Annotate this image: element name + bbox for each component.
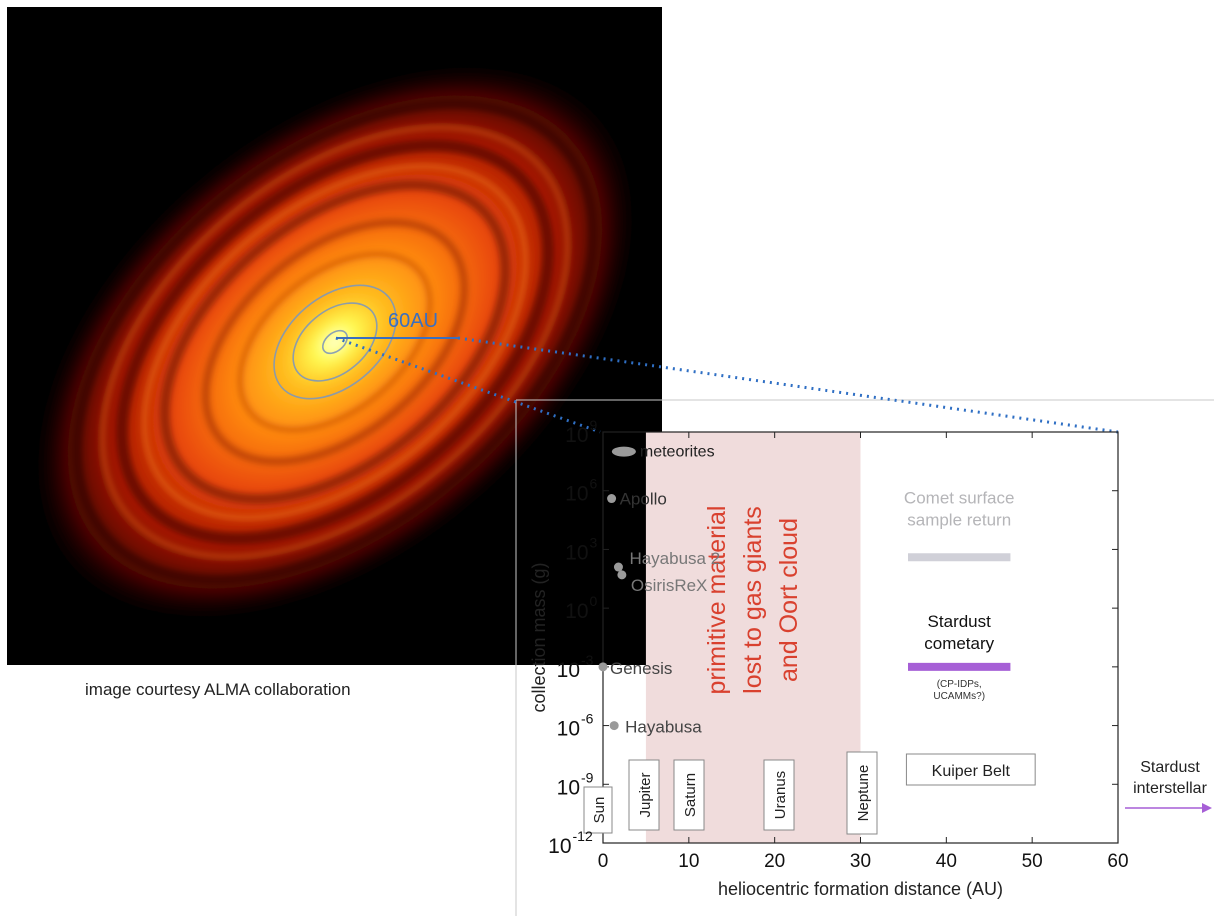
zoom-connector-lower bbox=[335, 336, 601, 434]
planet-label: Uranus bbox=[772, 771, 789, 819]
interstellar-arrow-head bbox=[1202, 803, 1212, 813]
disk-60au-label: 60AU bbox=[388, 310, 438, 332]
protoplanetary-disk-image bbox=[7, 7, 662, 665]
point-meteorites bbox=[611, 446, 636, 457]
region-text-line: and Oort cloud bbox=[775, 518, 803, 682]
bar-label: Stardust bbox=[928, 612, 992, 631]
y-tick-exponent: -6 bbox=[581, 711, 594, 727]
planet-label: Sun bbox=[591, 797, 608, 824]
interstellar-label: Stardust bbox=[1140, 759, 1200, 776]
zoom-connector-upper bbox=[457, 336, 1119, 434]
x-tick-label: 30 bbox=[850, 851, 871, 872]
point-genesis bbox=[598, 662, 608, 672]
bar-label: Comet surface bbox=[904, 488, 1015, 507]
y-tick-exponent: 6 bbox=[590, 476, 598, 492]
region-text-line: primitive material bbox=[703, 506, 731, 695]
y-tick-exponent: -3 bbox=[581, 652, 594, 668]
bar-label: cometary bbox=[924, 634, 994, 653]
interstellar-label: interstellar bbox=[1133, 780, 1207, 797]
kuiper-belt-label: Kuiper Belt bbox=[932, 763, 1011, 780]
bar-comet bbox=[908, 553, 1011, 562]
bar-label: sample return bbox=[907, 510, 1011, 529]
x-tick-label: 50 bbox=[1022, 851, 1043, 872]
y-tick-label: 10 bbox=[548, 835, 571, 858]
point-hayabusa bbox=[609, 721, 619, 731]
x-tick-label: 20 bbox=[764, 851, 785, 872]
x-tick-label: 60 bbox=[1107, 851, 1128, 872]
y-tick-label: 10 bbox=[557, 776, 580, 799]
y-axis-label: collection mass (g) bbox=[529, 562, 549, 712]
y-tick-exponent: -9 bbox=[581, 769, 594, 785]
y-tick-exponent: -12 bbox=[573, 828, 593, 844]
y-tick-exponent: 9 bbox=[590, 417, 598, 433]
point-osirisrex bbox=[617, 570, 627, 580]
kuiper-belt-box bbox=[905, 753, 1036, 786]
point-hayabusa-2 bbox=[613, 562, 623, 572]
point-label: Genesis bbox=[610, 659, 672, 678]
planet-box-saturn bbox=[673, 759, 705, 831]
chart-marks bbox=[583, 446, 1212, 835]
x-tick-label: 0 bbox=[598, 851, 609, 872]
y-tick-exponent: 3 bbox=[590, 534, 598, 550]
y-tick-exponent: 0 bbox=[590, 593, 598, 609]
planet-label: Neptune bbox=[855, 765, 872, 822]
point-apollo bbox=[607, 494, 617, 504]
x-tick-label: 10 bbox=[678, 851, 699, 872]
y-tick-label: 10 bbox=[557, 659, 580, 682]
chart-axes bbox=[602, 431, 1119, 844]
point-label: meteorites bbox=[640, 444, 715, 461]
chart-labels: primitive material lost to gas giants and … bbox=[529, 417, 1208, 899]
y-tick-label: 10 bbox=[565, 541, 588, 564]
x-axis-label: heliocentric formation distance (AU) bbox=[718, 879, 1003, 899]
y-tick-label: 10 bbox=[565, 483, 588, 506]
bar-note: UCAMMs?) bbox=[933, 691, 985, 702]
image-credit-caption: image courtesy ALMA collaboration bbox=[85, 680, 351, 699]
planet-label: Jupiter bbox=[637, 772, 654, 817]
y-tick-label: 10 bbox=[565, 424, 588, 447]
x-tick-label: 40 bbox=[936, 851, 957, 872]
planet-box-uranus bbox=[763, 759, 795, 831]
point-label: Hayabusa bbox=[625, 718, 702, 737]
planet-label: Saturn bbox=[682, 773, 699, 817]
region-text-line: lost to gas giants bbox=[739, 506, 767, 694]
planet-box-sun bbox=[583, 786, 613, 834]
y-tick-label: 10 bbox=[565, 600, 588, 623]
y-tick-label: 10 bbox=[557, 718, 580, 741]
point-label: Apollo bbox=[620, 490, 667, 509]
point-label: Hayabusa 2 bbox=[629, 549, 720, 568]
planet-box-neptune bbox=[846, 751, 878, 835]
point-label: OsirisReX bbox=[631, 576, 708, 595]
bar-stardust bbox=[908, 662, 1011, 671]
bar-note: (CP-IDPs, bbox=[937, 679, 982, 690]
planet-box-jupiter bbox=[628, 759, 660, 831]
